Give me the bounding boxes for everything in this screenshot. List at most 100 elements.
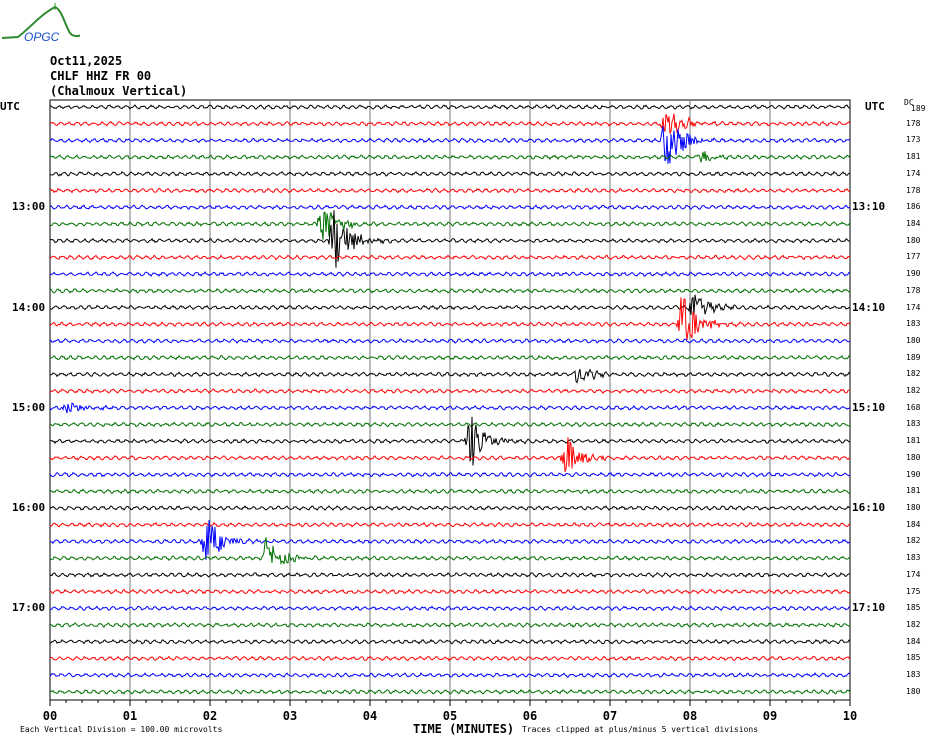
- dc-value: 189: [906, 352, 921, 362]
- dc-value: 189: [911, 104, 926, 113]
- left-time-label: 13:00: [12, 200, 46, 214]
- trace-17: [49, 388, 851, 394]
- dc-value: 180: [906, 235, 921, 245]
- left-time-label: 15:00: [12, 400, 46, 414]
- left-time-label: 17:00: [12, 601, 46, 615]
- x-tick-label: 07: [602, 709, 618, 723]
- dc-value: 181: [906, 486, 921, 496]
- trace-33: [49, 655, 851, 662]
- x-tick-label: 00: [42, 709, 58, 723]
- trace-35: [49, 688, 851, 695]
- x-tick-label: 02: [202, 709, 218, 723]
- svg-text:OPGC: OPGC: [24, 30, 60, 44]
- x-tick-label: 09: [762, 709, 778, 723]
- trace-11: [49, 287, 851, 294]
- dc-value: 180: [906, 335, 921, 345]
- trace-24: [49, 505, 851, 512]
- trace-22: [49, 471, 851, 478]
- dc-value: 182: [906, 620, 921, 629]
- right-time-label: 14:10: [852, 300, 886, 314]
- trace-4: [49, 170, 851, 177]
- trace-20: [49, 416, 851, 466]
- trace-32: [49, 638, 851, 645]
- trace-13: [49, 297, 851, 341]
- x-axis-title: TIME (MINUTES): [413, 722, 515, 736]
- trace-15: [49, 354, 851, 361]
- trace-8: [49, 210, 850, 268]
- dc-value: 182: [906, 536, 921, 546]
- dc-value: 183: [906, 419, 921, 429]
- trace-28: [49, 571, 851, 578]
- dc-value: 185: [906, 603, 921, 613]
- dc-value: 180: [906, 686, 921, 696]
- dc-value: 184: [906, 636, 921, 646]
- dc-value: 183: [906, 670, 921, 680]
- dc-value: 174: [906, 168, 921, 178]
- right-time-label: 16:10: [852, 501, 886, 515]
- dc-value: 181: [906, 436, 921, 446]
- dc-value: 177: [906, 252, 921, 262]
- trace-12: [49, 294, 850, 316]
- dc-title: DC: [904, 98, 914, 107]
- trace-3: [49, 151, 851, 163]
- trace-6: [49, 204, 851, 211]
- x-tick-label: 03: [282, 709, 298, 723]
- dc-value: 186: [906, 202, 921, 212]
- dc-value: 181: [906, 152, 921, 162]
- dc-value: 178: [906, 118, 921, 128]
- trace-18: [49, 402, 851, 414]
- right-time-label: 17:10: [852, 601, 886, 615]
- trace-25: [49, 521, 851, 528]
- trace-19: [49, 421, 851, 428]
- trace-14: [49, 338, 851, 344]
- x-tick-label: 06: [522, 709, 538, 723]
- trace-5: [49, 187, 851, 194]
- dc-value: 180: [906, 503, 921, 513]
- dc-value: 182: [906, 369, 921, 379]
- dc-value: 190: [906, 269, 921, 279]
- trace-10: [49, 271, 851, 278]
- footnote-clip: Traces clipped at plus/minus 5 vertical …: [522, 725, 759, 734]
- dc-value: 174: [906, 302, 921, 312]
- trace-27: [49, 537, 851, 566]
- trace-26: [49, 519, 851, 560]
- dc-value: 190: [906, 469, 921, 479]
- dc-value: 175: [906, 586, 921, 596]
- dc-value: 173: [906, 135, 921, 145]
- dc-value: 178: [906, 185, 921, 195]
- dc-value: 184: [906, 218, 921, 228]
- dc-value: 174: [906, 569, 921, 579]
- trace-16: [49, 368, 851, 384]
- trace-1: [49, 113, 851, 134]
- trace-0: [49, 104, 851, 110]
- trace-31: [49, 622, 851, 629]
- dc-value: 180: [906, 452, 921, 462]
- trace-23: [49, 488, 851, 495]
- right-time-label: 13:10: [852, 200, 886, 214]
- trace-7: [49, 211, 851, 240]
- left-time-label: 14:00: [12, 300, 46, 314]
- trace-34: [49, 672, 851, 678]
- x-tick-label: 04: [362, 709, 378, 723]
- trace-2: [49, 126, 851, 164]
- trace-30: [49, 605, 851, 612]
- date: Oct11,2025: [50, 54, 123, 68]
- trace-29: [49, 588, 851, 595]
- x-tick-label: 10: [842, 709, 858, 723]
- dc-value: 185: [906, 653, 921, 663]
- trace-21: [49, 437, 851, 473]
- right-axis-title: UTC: [865, 100, 885, 113]
- dc-value: 184: [906, 519, 921, 529]
- footnote-scale: Each Vertical Division = 100.00 microvol…: [20, 725, 223, 734]
- left-axis-title: UTC: [0, 100, 20, 113]
- dc-value: 178: [906, 285, 921, 295]
- dc-value: 168: [906, 402, 921, 412]
- station-code: CHLF HHZ FR 00: [50, 69, 152, 83]
- x-tick-label: 08: [682, 709, 698, 723]
- opgc-logo: OPGC: [1, 3, 80, 44]
- x-tick-label: 01: [122, 709, 138, 723]
- trace-9: [49, 254, 850, 261]
- left-time-label: 16:00: [12, 501, 46, 515]
